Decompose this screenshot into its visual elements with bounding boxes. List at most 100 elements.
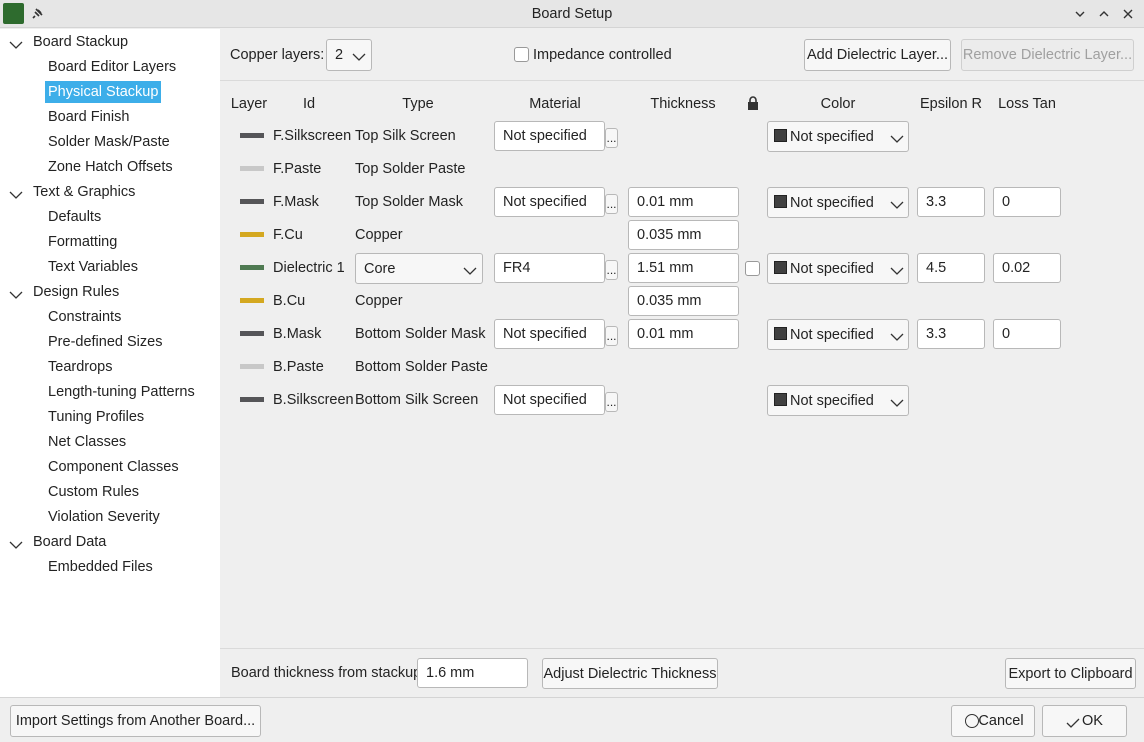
text-input[interactable]: 1.51 mm — [628, 253, 739, 283]
tree-item[interactable]: Solder Mask/Paste — [48, 134, 170, 150]
text-input[interactable]: 0.01 mm — [628, 187, 739, 217]
text-input[interactable]: Not specified — [494, 121, 605, 151]
dropdown-arrow-glyph — [463, 267, 477, 275]
tree-item[interactable]: Teardrops — [48, 359, 113, 375]
layer-type: Bottom Solder Paste — [355, 359, 488, 375]
checkbox-label[interactable]: Impedance controlled — [533, 47, 672, 63]
text-input[interactable]: 1.6 mm — [417, 658, 528, 688]
color-dropdown[interactable]: Not specified — [767, 319, 909, 350]
button[interactable]: OK — [1042, 705, 1127, 737]
text-input[interactable]: 3.3 — [917, 319, 985, 349]
pin-icon[interactable] — [32, 7, 44, 19]
browse-button[interactable]: ... — [605, 392, 618, 412]
tree-item[interactable]: Physical Stackup — [45, 81, 162, 103]
dropdown-arrow-glyph — [890, 135, 904, 143]
tree-item[interactable]: Board Editor Layers — [48, 59, 177, 75]
button[interactable]: Remove Dielectric Layer... — [961, 39, 1134, 71]
tree-item[interactable]: Board Finish — [48, 109, 130, 125]
text-input[interactable]: 0.035 mm — [628, 286, 739, 316]
tree-item[interactable]: Embedded Files — [48, 559, 153, 575]
browse-button[interactable]: ... — [605, 128, 618, 148]
color-swatch — [774, 327, 787, 340]
button[interactable]: Cancel — [951, 705, 1035, 737]
text-input[interactable]: 0 — [993, 319, 1061, 349]
text-input[interactable]: FR4 — [494, 253, 605, 283]
ok-icon-glyph — [1066, 718, 1080, 728]
checkbox[interactable] — [514, 47, 529, 62]
tree-item[interactable]: Text Variables — [48, 259, 138, 275]
tree-item[interactable]: Net Classes — [48, 434, 127, 450]
text-input[interactable]: 3.3 — [917, 187, 985, 217]
text-input[interactable]: 4.5 — [917, 253, 985, 283]
layer-id: Dielectric 1 — [273, 260, 345, 276]
dropdown-arrow — [463, 264, 477, 280]
label: Board thickness from stackup: — [231, 665, 426, 681]
tree-group[interactable]: Board Stackup — [33, 34, 129, 50]
lock-checkbox[interactable] — [745, 261, 760, 276]
browse-button[interactable]: ... — [605, 326, 618, 346]
title-bar: Board Setup — [0, 0, 1144, 28]
tree-group[interactable]: Design Rules — [33, 284, 120, 300]
button[interactable]: Add Dielectric Layer... — [804, 39, 951, 71]
text-input[interactable]: 0.035 mm — [628, 220, 739, 250]
dropdown-arrow-glyph — [352, 53, 366, 61]
tree-expander[interactable] — [9, 188, 23, 204]
color-dropdown[interactable]: Not specified — [767, 187, 909, 218]
tree-expander[interactable] — [9, 538, 23, 554]
tree-item[interactable]: Tuning Profiles — [48, 409, 145, 425]
layer-swatch — [240, 331, 264, 336]
layer-swatch — [240, 364, 264, 369]
dropdown-arrow — [890, 264, 904, 280]
window-controls[interactable] — [1074, 8, 1138, 20]
separator — [0, 697, 1144, 698]
tree-item[interactable]: Defaults — [48, 209, 102, 225]
text-input[interactable]: 0 — [993, 187, 1061, 217]
button[interactable]: Import Settings from Another Board... — [10, 705, 261, 737]
layer-id: B.Mask — [273, 326, 322, 342]
dropdown-arrow — [890, 396, 904, 412]
color-dropdown[interactable]: Not specified — [767, 121, 909, 152]
button[interactable]: Adjust Dielectric Thickness — [542, 658, 718, 689]
lock-icon — [747, 96, 759, 110]
tree-group[interactable]: Text & Graphics — [33, 184, 136, 200]
tree-item[interactable]: Zone Hatch Offsets — [48, 159, 173, 175]
window-title: Board Setup — [531, 6, 613, 22]
layer-id: F.Mask — [273, 194, 319, 210]
tree-item[interactable]: Custom Rules — [48, 484, 140, 500]
ok-icon — [1066, 716, 1080, 732]
browse-button[interactable]: ... — [605, 194, 618, 214]
tree-item[interactable]: Pre-defined Sizes — [48, 334, 163, 350]
tree-group[interactable]: Board Data — [33, 534, 107, 550]
tree-expander-glyph — [9, 41, 23, 49]
tree-item[interactable]: Formatting — [48, 234, 118, 250]
layer-swatch — [240, 232, 264, 237]
tree-item[interactable]: Component Classes — [48, 459, 179, 475]
color-dropdown[interactable]: Not specified — [767, 253, 909, 284]
tree-item[interactable]: Constraints — [48, 309, 122, 325]
text-input[interactable]: Not specified — [494, 385, 605, 415]
layer-id: B.Cu — [273, 293, 306, 309]
layer-id: B.Silkscreen — [273, 392, 354, 408]
layer-swatch — [240, 265, 264, 270]
label: Copper layers: — [230, 47, 325, 63]
dropdown[interactable]: Core — [355, 253, 483, 284]
cancel-icon — [965, 714, 979, 728]
layer-id: F.Silkscreen — [273, 128, 352, 144]
color-dropdown[interactable]: Not specified — [767, 385, 909, 416]
button[interactable]: Export to Clipboard — [1005, 658, 1136, 689]
browse-button[interactable]: ... — [605, 260, 618, 280]
layer-id: F.Cu — [273, 227, 303, 243]
tree-item[interactable]: Violation Severity — [48, 509, 160, 525]
layer-type: Bottom Solder Mask — [355, 326, 486, 342]
tree-expander[interactable] — [9, 38, 23, 54]
column-header: Loss Tan — [998, 96, 1056, 112]
dropdown-arrow — [352, 50, 366, 66]
text-input[interactable]: 0.01 mm — [628, 319, 739, 349]
color-swatch — [774, 393, 787, 406]
text-input[interactable]: Not specified — [494, 319, 605, 349]
tree-item[interactable]: Length-tuning Patterns — [48, 384, 195, 400]
text-input[interactable]: 0.02 — [993, 253, 1061, 283]
text-input[interactable]: Not specified — [494, 187, 605, 217]
tree-expander[interactable] — [9, 288, 23, 304]
